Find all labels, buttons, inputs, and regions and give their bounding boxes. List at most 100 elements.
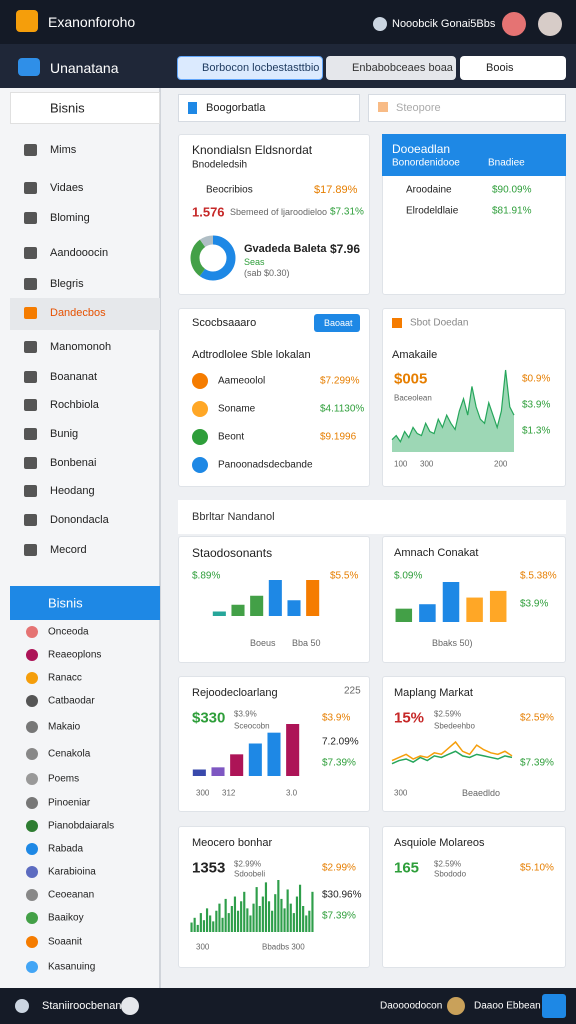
- sidebar-item[interactable]: Vidaes: [50, 182, 84, 194]
- bar: [258, 906, 261, 932]
- card: [178, 134, 370, 295]
- card-title: Knondialsn Eldsnordat: [192, 143, 313, 157]
- icon: [192, 457, 208, 473]
- section-title: Bbrltar Nandanol: [192, 511, 275, 523]
- search-icon: [378, 102, 388, 112]
- button[interactable]: [314, 314, 360, 332]
- bar: [311, 891, 314, 932]
- app-title: Exanonforoho: [48, 14, 136, 30]
- item-icon: [24, 278, 37, 290]
- top-bar: [0, 0, 576, 44]
- search-box[interactable]: [178, 94, 360, 122]
- bar: [224, 898, 227, 932]
- search-text[interactable]: Bisnis: [50, 100, 85, 116]
- card-text: Bbaks 50): [432, 638, 473, 648]
- section-bar: [178, 500, 566, 534]
- bar: [202, 920, 206, 932]
- bar: [193, 917, 196, 932]
- card-text: Sbododo: [434, 869, 467, 879]
- bar: [277, 880, 280, 932]
- sidebar-item[interactable]: Donondacla: [50, 514, 109, 526]
- sidebar-item[interactable]: Dandecbos: [50, 307, 106, 319]
- icon: [192, 401, 208, 417]
- avatar: [502, 12, 526, 36]
- user-icon: [373, 17, 387, 31]
- item-icon: [26, 797, 38, 809]
- sidebar-item[interactable]: Ceoeanan: [48, 889, 95, 901]
- area-fill: [392, 370, 514, 452]
- icon: [392, 318, 402, 328]
- bar: [267, 732, 281, 776]
- item-icon: [26, 695, 38, 707]
- bottom-text: Daoooodocon: [380, 1000, 443, 1012]
- sidebar-item[interactable]: Pinoeniar: [48, 797, 91, 809]
- sidebar-item[interactable]: Makaio: [48, 721, 81, 733]
- item-icon: [26, 672, 38, 684]
- card-text: $90.09%: [492, 184, 532, 196]
- card-text[interactable]: Baoaat: [324, 318, 353, 328]
- sidebar-item[interactable]: Bonbenai: [50, 457, 97, 469]
- card-text: $9.1996: [320, 431, 357, 443]
- donut-segment: [190, 235, 236, 281]
- bar: [274, 894, 277, 932]
- section-header[interactable]: [10, 586, 160, 620]
- sidebar-item[interactable]: Bunig: [50, 428, 79, 440]
- bottom-text[interactable]: Staniiroocbenan: [42, 1000, 122, 1012]
- tab[interactable]: [177, 56, 323, 80]
- item-icon: [26, 748, 38, 760]
- logo: [16, 10, 38, 32]
- sidebar-item[interactable]: Catbaodar: [48, 695, 95, 707]
- bar: [442, 582, 460, 622]
- sidebar-item[interactable]: Boananat: [50, 371, 98, 383]
- user-name[interactable]: Nooobcik Gonai5Bbs: [392, 18, 496, 30]
- card-title: Sbot Doedan: [410, 317, 469, 329]
- sidebar-item[interactable]: Cenakola: [48, 748, 91, 760]
- sidebar-item[interactable]: Poems: [48, 773, 80, 785]
- bar: [218, 903, 221, 932]
- logo: [18, 58, 40, 76]
- sidebar: [0, 88, 161, 988]
- card-text: 300: [394, 788, 408, 798]
- sidebar-item[interactable]: Aandooocin: [50, 247, 109, 259]
- tab-label[interactable]: Borbocon locbestasttbio: [202, 62, 320, 74]
- sidebar-item[interactable]: Bloming: [50, 212, 90, 224]
- sidebar-item[interactable]: Blegris: [50, 278, 84, 290]
- tab-label[interactable]: Enbabobceaes boaa: [352, 62, 453, 74]
- sidebar-item[interactable]: Onceoda: [48, 626, 89, 638]
- card: [382, 826, 566, 968]
- mini-chart: [391, 369, 515, 452]
- bar: [268, 580, 282, 616]
- sidebar-item[interactable]: Karabioina: [48, 866, 96, 878]
- search-icon: [188, 102, 197, 114]
- action-button[interactable]: [542, 994, 566, 1018]
- bar: [305, 915, 308, 932]
- item-icon: [26, 626, 38, 638]
- section-title[interactable]: Bisnis: [48, 595, 83, 611]
- sidebar-item[interactable]: Baaikoy: [48, 912, 84, 924]
- sidebar-item[interactable]: Rochbiola: [50, 399, 99, 411]
- bottom-text: Daaoo Ebbean: [474, 1000, 541, 1012]
- tab[interactable]: [326, 56, 456, 80]
- sidebar-search[interactable]: [10, 92, 160, 124]
- card-text: Beaedldo: [462, 788, 501, 798]
- sidebar-item[interactable]: Kasanuing: [48, 961, 96, 973]
- card-text: Sdoobeli: [234, 869, 266, 879]
- sidebar-item[interactable]: Heodang: [50, 485, 95, 497]
- sidebar-item[interactable]: Mims: [50, 144, 77, 156]
- search-text[interactable]: Steopore: [396, 102, 441, 114]
- sidebar-item[interactable]: Soaanit: [48, 936, 82, 948]
- sidebar-item[interactable]: Pianobdaiarals: [48, 820, 115, 832]
- bar: [295, 896, 299, 932]
- search-box[interactable]: [368, 94, 566, 122]
- tab-label[interactable]: Boois: [486, 62, 514, 74]
- sidebar-item[interactable]: Manomonoh: [50, 341, 112, 353]
- search-text[interactable]: Boogorbatla: [206, 102, 266, 114]
- card: [178, 826, 370, 968]
- sidebar-item[interactable]: Mecord: [50, 544, 87, 556]
- tab[interactable]: [460, 56, 566, 80]
- sidebar-item[interactable]: Reaeoplons: [48, 649, 102, 661]
- sidebar-item[interactable]: Ranacc: [48, 672, 82, 684]
- nav-title: Unanatana: [50, 60, 119, 76]
- sidebar-item[interactable]: Rabada: [48, 843, 84, 855]
- bar: [271, 910, 274, 932]
